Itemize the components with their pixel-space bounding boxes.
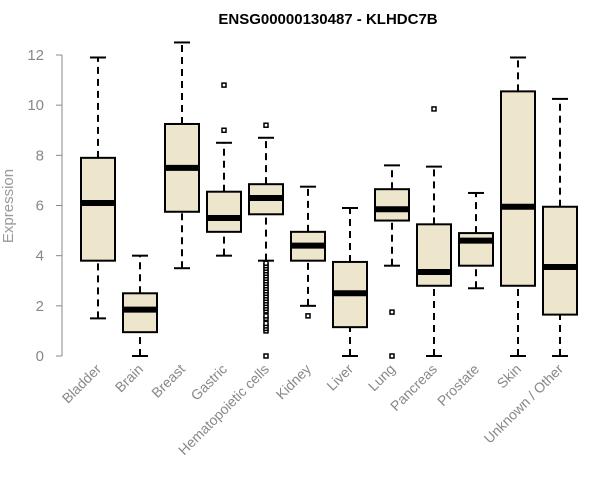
box-gastric bbox=[206, 82, 242, 257]
x-tick-label: Pancreas bbox=[387, 361, 440, 414]
x-tick-label: Breast bbox=[148, 361, 188, 401]
outlier-point bbox=[263, 353, 269, 359]
y-tick-label: 8 bbox=[36, 147, 44, 164]
outlier-point bbox=[389, 353, 395, 359]
box-iqr bbox=[206, 190, 242, 233]
x-tick-label: Bladder bbox=[59, 361, 105, 407]
box-lung bbox=[374, 164, 410, 359]
x-tick-label: Lung bbox=[365, 361, 398, 394]
box-bladder bbox=[80, 56, 116, 320]
box-iqr bbox=[122, 292, 158, 334]
outlier-point bbox=[263, 122, 269, 128]
box-iqr bbox=[500, 90, 536, 287]
y-tick-label: 4 bbox=[36, 248, 44, 265]
box-skin bbox=[500, 56, 536, 357]
y-tick-label: 0 bbox=[36, 348, 44, 365]
box-pancreas bbox=[416, 106, 452, 357]
outlier-point bbox=[431, 106, 437, 112]
box-iqr bbox=[416, 223, 452, 287]
y-tick-label: 10 bbox=[27, 97, 44, 114]
box-hematopoietic-cells bbox=[248, 122, 284, 359]
box-iqr bbox=[542, 205, 578, 316]
x-tick-label: Brain bbox=[112, 361, 146, 395]
chart-title: ENSG00000130487 - KLHDC7B bbox=[218, 11, 437, 28]
y-axis: 0 2 4 6 8 10 12 bbox=[27, 47, 63, 365]
outlier-point bbox=[389, 309, 395, 315]
box-unknown-other bbox=[542, 97, 578, 357]
box-iqr bbox=[80, 156, 116, 262]
box-breast bbox=[164, 41, 200, 270]
box-brain bbox=[122, 254, 158, 357]
outlier-point bbox=[263, 320, 269, 327]
y-tick-label: 12 bbox=[27, 47, 44, 64]
outlier-point bbox=[263, 313, 269, 319]
x-tick-label: Liver bbox=[323, 361, 356, 394]
boxes-layer bbox=[80, 41, 578, 359]
box-liver bbox=[332, 207, 368, 357]
y-tick-label: 2 bbox=[36, 298, 44, 315]
x-tick-label: Prostate bbox=[434, 361, 482, 409]
box-kidney bbox=[290, 185, 326, 319]
outlier-point bbox=[263, 260, 269, 266]
outlier-point bbox=[221, 82, 227, 88]
y-axis-title: Expression bbox=[0, 169, 17, 243]
x-tick-label: Skin bbox=[494, 361, 525, 392]
x-tick-label: Unknown / Other bbox=[481, 361, 567, 447]
outlier-point bbox=[305, 313, 311, 319]
y-tick-label: 6 bbox=[36, 198, 44, 215]
box-iqr bbox=[374, 188, 410, 222]
x-tick-label: Kidney bbox=[273, 361, 315, 403]
outlier-point bbox=[221, 127, 227, 133]
box-prostate bbox=[458, 191, 494, 290]
